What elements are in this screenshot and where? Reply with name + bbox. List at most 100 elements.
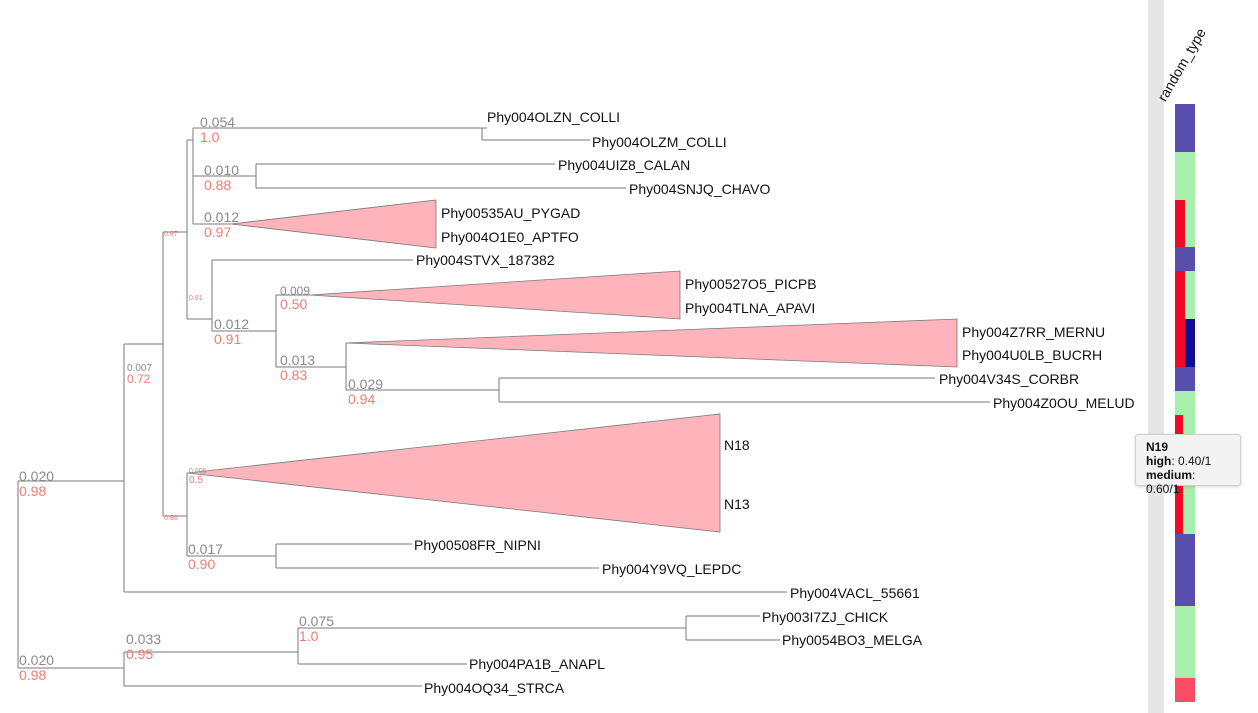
leaf-label: Phy004PA1B_ANAPL (469, 656, 605, 672)
heatmap-cell[interactable] (1175, 653, 1195, 679)
branch-length: 0.075 (299, 613, 334, 629)
tree-edges (17, 127, 990, 687)
heatmap-cell[interactable] (1175, 104, 1195, 129)
heatmap-cell[interactable] (1175, 629, 1195, 655)
leaf-label: Phy004O1E0_APTFO (441, 229, 579, 245)
branch-support: 0.98 (19, 483, 46, 499)
heatmap-cell[interactable] (1183, 510, 1195, 535)
leaf-label: Phy004Z7RR_MERNU (962, 324, 1105, 340)
leaf-label: Phy004V34S_CORBR (939, 371, 1079, 387)
branch-support: 0.81 (189, 295, 203, 302)
branch-support: 0.80 (164, 515, 178, 522)
side-scrollbar[interactable] (1148, 0, 1164, 713)
branch-length: 0.007 (127, 363, 152, 374)
leaf-label: Phy004Z0OU_MELUD (993, 395, 1135, 411)
heatmap-cell[interactable] (1185, 223, 1195, 248)
heatmap-cell[interactable] (1175, 175, 1195, 201)
leaf-label: Phy004OQ34_STRCA (424, 680, 565, 696)
leaf-label: Phy004TLNA_APAVI (685, 300, 815, 316)
branch-length: 0.009 (280, 284, 310, 298)
tooltip-high-row: high: 0.40/1 (1146, 454, 1230, 468)
heatmap-cell[interactable] (1185, 343, 1195, 368)
heatmap-cell[interactable] (1175, 271, 1185, 296)
branch-support: 0.5 (189, 475, 203, 486)
branch-support: 1.0 (299, 628, 319, 644)
heatmap-cell[interactable] (1175, 199, 1185, 225)
tooltip-high-value: : 0.40/1 (1171, 454, 1212, 468)
branch-length: 0.017 (188, 541, 223, 557)
leaf-label: Phy003I7ZJ_CHICK (762, 609, 889, 625)
collapsed-clade-picpb[interactable] (309, 270, 681, 320)
heatmap-cell[interactable] (1175, 127, 1195, 153)
branch-length: 0.013 (280, 352, 315, 368)
tooltip-medium-row: medium: 0.60/1 (1146, 468, 1230, 496)
heatmap-cell[interactable] (1175, 677, 1195, 703)
heatmap-cell[interactable] (1175, 343, 1185, 368)
heatmap-cell[interactable] (1175, 151, 1195, 177)
tooltip-medium-value: : 0.60/1 (1146, 468, 1196, 496)
branch-support: 0.90 (188, 556, 215, 572)
heatmap-cell[interactable] (1175, 534, 1195, 559)
heatmap-cell[interactable] (1183, 486, 1195, 511)
branch-support: 0.97 (204, 224, 231, 240)
leaf-label: Phy00527O5_PICPB (685, 276, 817, 292)
branch-support: 0.87 (164, 231, 178, 238)
heatmap-cell[interactable] (1175, 510, 1183, 535)
collapsed-clade-n19[interactable] (186, 413, 721, 533)
heatmap-cell[interactable] (1175, 366, 1195, 392)
leaf-label: Phy004OLZN_COLLI (487, 109, 620, 125)
collapsed-clade-mernu[interactable] (345, 318, 958, 368)
heatmap-cell[interactable] (1175, 486, 1183, 511)
branch-support: 0.83 (280, 367, 307, 383)
branch-support: 0.94 (348, 391, 375, 407)
phylogenetic-tree: Phy004OLZN_COLLI Phy004OLZM_COLLI Phy004… (17, 109, 1135, 696)
branch-length: 0.005 (189, 468, 207, 475)
heatmap-cell[interactable] (1185, 199, 1195, 225)
leaf-label: Phy004Y9VQ_LEPDC (602, 561, 741, 577)
branch-length: 0.054 (200, 114, 235, 130)
heatmap-cell[interactable] (1175, 582, 1195, 607)
heatmap-cell[interactable] (1175, 558, 1195, 583)
branch-support: 0.95 (126, 646, 153, 662)
leaf-label: Phy0054BO3_MELGA (782, 632, 923, 648)
branch-support: 0.50 (280, 296, 307, 312)
heatmap-cell[interactable] (1183, 414, 1195, 440)
leaf-label: Phy00508FR_NIPNI (414, 537, 541, 553)
leaf-label: Phy004SNJQ_CHAVO (629, 181, 770, 197)
branch-length: 0.033 (126, 631, 161, 647)
tooltip-node-name: N19 (1146, 440, 1169, 454)
branch-support: 1.0 (200, 129, 220, 145)
branch-length: 0.020 (19, 652, 54, 668)
leaf-label: Phy004VACL_55661 (790, 585, 920, 601)
heatmap-cell[interactable] (1185, 271, 1195, 296)
branch-length: 0.020 (19, 468, 54, 484)
heatmap-cell[interactable] (1185, 319, 1195, 344)
branch-support: 0.88 (204, 177, 231, 193)
leaf-label: Phy004U0LB_BUCRH (962, 347, 1102, 363)
collapsed-clade-pygad[interactable] (230, 199, 437, 249)
heatmap-cell[interactable] (1175, 295, 1185, 320)
leaf-label: Phy004UIZ8_CALAN (558, 157, 690, 173)
leaf-label: N13 (724, 496, 750, 512)
heatmap-cell[interactable] (1175, 319, 1185, 344)
heatmap-cell[interactable] (1175, 414, 1183, 440)
branch-support: 0.91 (214, 331, 241, 347)
heatmap-cell[interactable] (1175, 223, 1185, 248)
branch-length: 0.010 (204, 162, 239, 178)
heatmap-cell[interactable] (1175, 247, 1195, 272)
branch-length: 0.012 (204, 209, 239, 225)
heatmap-cell[interactable] (1185, 295, 1195, 320)
leaf-label: Phy004STVX_187382 (416, 252, 555, 268)
node-tooltip: N19 high: 0.40/1 medium: 0.60/1 (1135, 434, 1241, 496)
tooltip-high-label: high (1146, 454, 1172, 468)
leaf-label: Phy00535AU_PYGAD (441, 205, 580, 221)
heatmap-cell[interactable] (1175, 605, 1195, 631)
leaf-label: N18 (724, 437, 750, 453)
leaf-label: Phy004OLZM_COLLI (592, 134, 727, 150)
branch-support: 0.98 (19, 667, 46, 683)
branch-length: 0.012 (214, 316, 249, 332)
heatmap-cell[interactable] (1175, 390, 1195, 416)
branch-length: 0.029 (348, 376, 383, 392)
branch-support: 0.72 (127, 372, 151, 386)
tooltip-medium-label: medium (1146, 468, 1193, 482)
